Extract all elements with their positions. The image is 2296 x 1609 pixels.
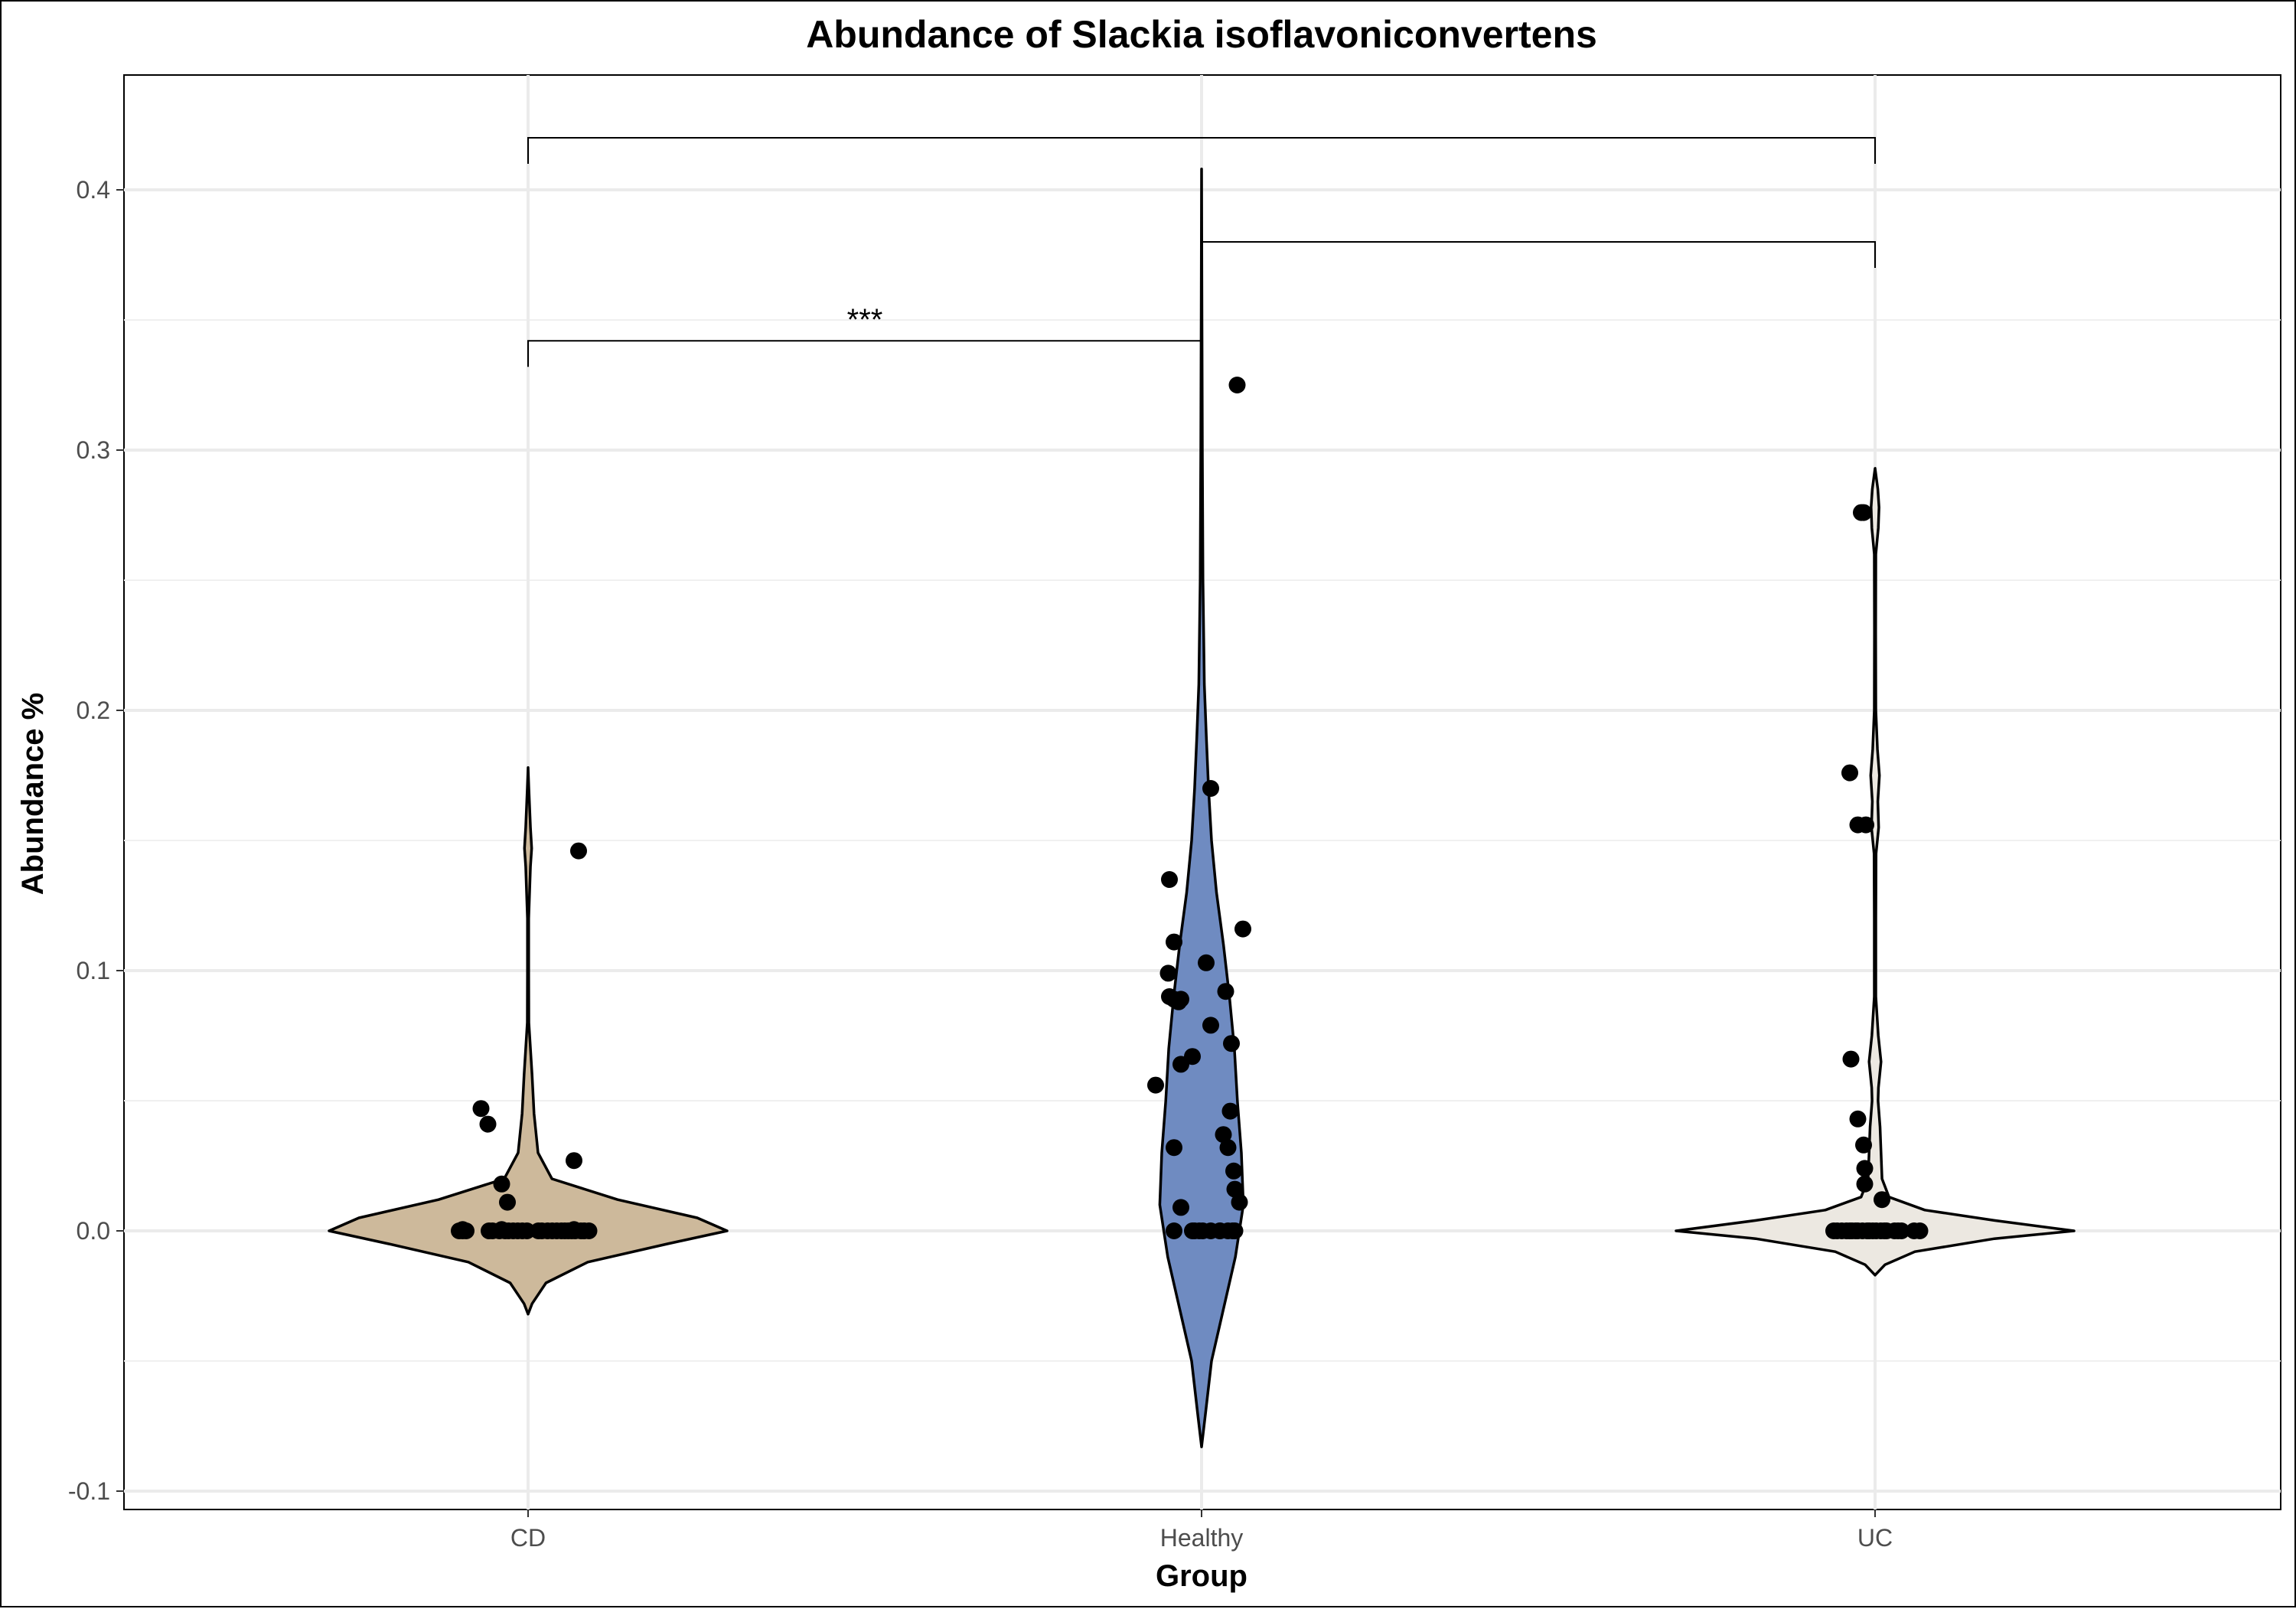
y-tick-label: 0.1: [77, 957, 110, 984]
data-point-healthy: [1219, 1139, 1237, 1157]
data-point-cd: [479, 1115, 497, 1133]
data-point-uc: [1857, 816, 1874, 834]
plot-area: -0.1 0.0 0.1 0.2 0.3 0.4 CD Healthy UC ***: [68, 74, 2281, 1552]
data-point-cd: [499, 1193, 516, 1211]
data-point-cd: [570, 842, 587, 860]
data-point-cd: [566, 1221, 582, 1239]
data-point-healthy: [1226, 1180, 1244, 1198]
data-point-healthy: [1217, 983, 1234, 1000]
data-point-cd: [493, 1175, 510, 1193]
data-point-healthy: [1231, 1193, 1248, 1211]
data-point-uc: [1841, 764, 1858, 782]
data-point-healthy: [1161, 871, 1178, 888]
data-point-healthy: [1147, 1076, 1164, 1094]
data-point-uc: [1874, 1191, 1890, 1209]
data-point-healthy: [1234, 920, 1251, 938]
data-point-uc: [1853, 504, 1870, 521]
data-point-cd: [566, 1152, 582, 1170]
data-point-healthy: [1166, 1139, 1182, 1157]
data-point-healthy: [1221, 1102, 1239, 1120]
data-point-uc: [1842, 1050, 1860, 1068]
data-point-uc: [1855, 1136, 1872, 1154]
y-tick-label: -0.1: [68, 1477, 110, 1505]
data-point-cd: [493, 1221, 510, 1239]
violin-cd: [328, 766, 729, 1316]
data-point-healthy: [1161, 988, 1178, 1005]
data-point-healthy: [1215, 1126, 1232, 1144]
data-point-healthy: [1184, 1048, 1201, 1066]
data-point-healthy: [1202, 1017, 1219, 1034]
data-point-healthy: [1166, 933, 1182, 951]
significance-bracket: [527, 137, 1876, 164]
chart-title: Abundance of Slackia isoflavoniconverten…: [806, 13, 1597, 56]
data-point-cd: [454, 1221, 471, 1239]
data-point-healthy: [1172, 1199, 1189, 1216]
data-point-healthy: [1225, 1162, 1242, 1180]
data-point-uc: [1849, 1110, 1867, 1128]
data-point-uc: [1856, 1160, 1874, 1177]
significance-label: ***: [847, 303, 883, 337]
y-tick-label: 0.2: [77, 697, 110, 724]
data-point-cd: [580, 1222, 598, 1239]
x-axis-title: Group: [1156, 1559, 1247, 1593]
y-axis-title: Abundance %: [16, 693, 50, 895]
y-tick-label: 0.3: [77, 436, 110, 464]
data-point-healthy: [1226, 1222, 1244, 1239]
x-tick-label: UC: [1857, 1524, 1893, 1552]
y-tick-label: 0.0: [77, 1217, 110, 1245]
data-point-uc: [1911, 1222, 1929, 1239]
significance-bracket: [527, 340, 1202, 367]
significance-bracket: [1201, 241, 1876, 268]
data-point-uc: [1856, 1175, 1874, 1193]
data-point-healthy: [1166, 1222, 1182, 1239]
data-point-healthy: [1223, 1035, 1240, 1053]
data-point-cd: [472, 1100, 490, 1118]
y-tick-label: 0.4: [77, 176, 110, 204]
x-tick-label: CD: [510, 1524, 546, 1552]
data-point-healthy: [1228, 377, 1246, 393]
data-point-uc: [1893, 1222, 1910, 1239]
data-point-healthy: [1202, 780, 1219, 797]
x-tick-label: Healthy: [1160, 1524, 1244, 1552]
data-point-healthy: [1198, 954, 1215, 971]
data-point-healthy: [1159, 964, 1177, 982]
